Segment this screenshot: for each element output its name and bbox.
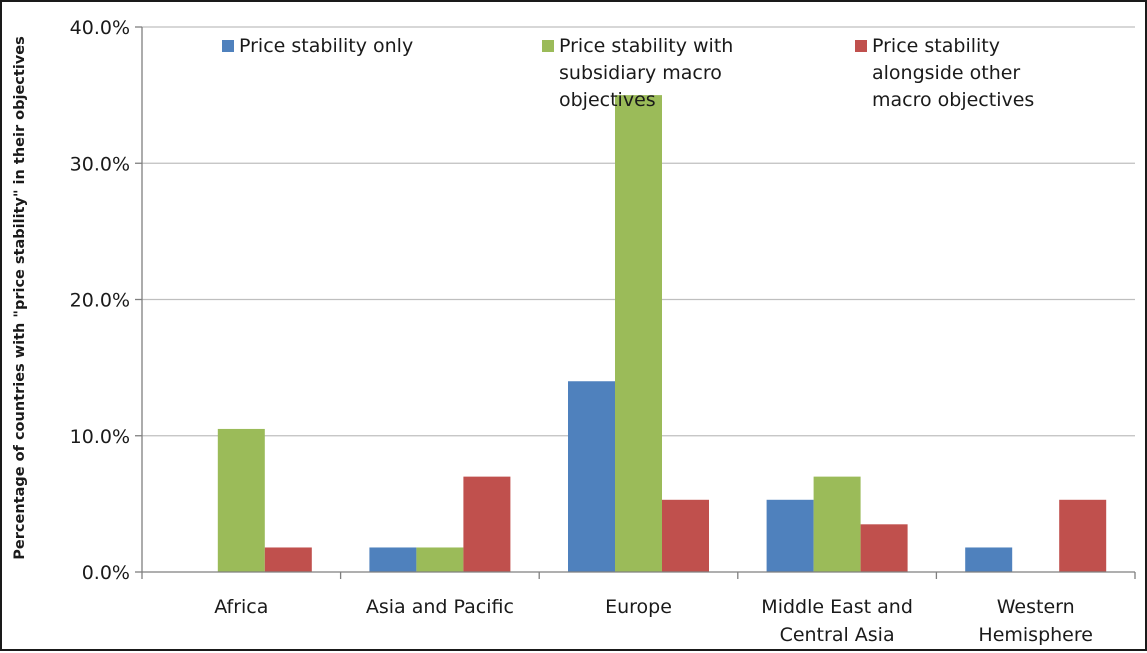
legend-label: Price stability with subsidiary macro obje…: [559, 35, 733, 111]
legend: Price stability only Price stability with…: [222, 35, 1034, 111]
bar: [860, 524, 908, 572]
bar: [662, 499, 709, 572]
x-tick-label: Middle East and Central Asia: [761, 596, 913, 646]
bar: [217, 428, 265, 572]
bar: [416, 547, 464, 572]
legend-swatch: [855, 40, 867, 52]
y-tick-label: 0.0%: [82, 562, 130, 584]
bar: [1059, 499, 1107, 572]
bar: [568, 381, 615, 572]
legend-label: Price stability alongside other macro obje…: [872, 35, 1034, 111]
legend-swatch: [222, 40, 234, 52]
axes: 0.0% 10.0% 20.0% 30.0% 40.0% Africa Asia and P…: [70, 17, 1136, 646]
y-tick-label: 40.0%: [70, 17, 130, 39]
y-tick-label: 10.0%: [70, 426, 130, 448]
bars: [217, 95, 1107, 572]
bar: [369, 547, 417, 572]
y-axis-title: Percentage of countries with "price stab…: [12, 36, 28, 559]
y-tick-label: 20.0%: [70, 290, 130, 312]
bar: [463, 476, 511, 572]
bar: [264, 547, 312, 572]
bar: [766, 499, 814, 572]
legend-swatch: [542, 40, 554, 52]
bar: [965, 547, 1013, 572]
x-tick-label: Europe: [605, 596, 672, 618]
legend-label: Price stability only: [239, 35, 413, 57]
x-tick-label: Africa: [214, 596, 268, 618]
bar: [813, 476, 861, 572]
x-tick-label: Western Hemisphere: [978, 596, 1093, 646]
x-tick-label: Asia and Pacific: [366, 596, 514, 618]
bar: [615, 95, 662, 572]
y-tick-label: 30.0%: [70, 153, 130, 175]
